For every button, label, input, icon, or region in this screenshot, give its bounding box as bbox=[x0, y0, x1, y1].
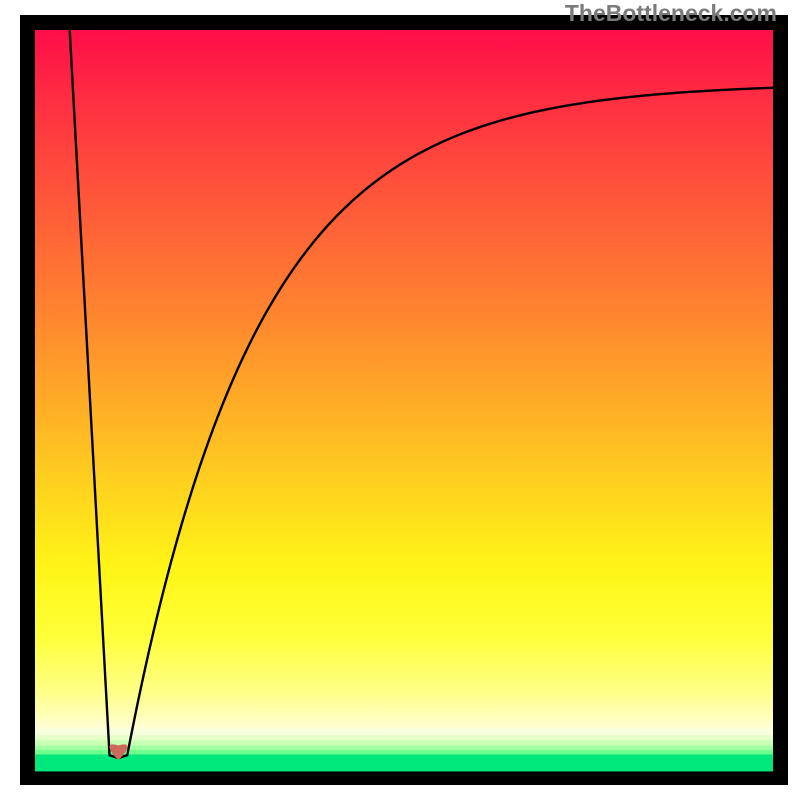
chart-svg bbox=[0, 0, 800, 800]
bottom-band-2 bbox=[35, 740, 773, 746]
gradient-background bbox=[35, 30, 773, 770]
chart-container: TheBottleneck.com bbox=[0, 0, 800, 800]
bottom-band-5 bbox=[35, 754, 773, 771]
watermark-text: TheBottleneck.com bbox=[565, 0, 777, 27]
bottom-band-4 bbox=[35, 750, 773, 755]
